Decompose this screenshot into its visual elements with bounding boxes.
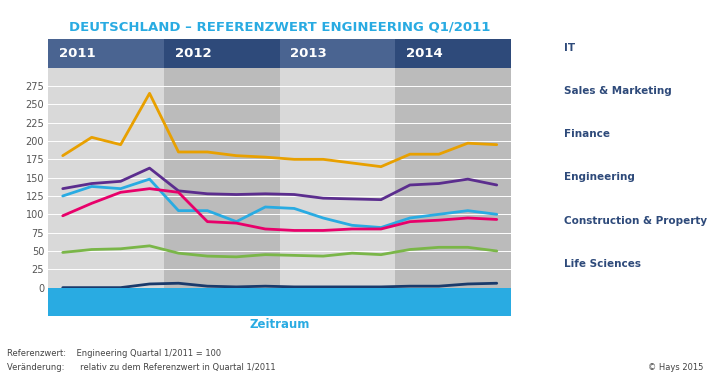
Text: DEUTSCHLAND – REFERENZWERT ENGINEERING Q1/2011: DEUTSCHLAND – REFERENZWERT ENGINEERING Q… — [69, 21, 491, 34]
Bar — [395, 68, 511, 288]
Bar — [395, 39, 511, 68]
Bar — [48, 68, 164, 288]
Bar — [164, 68, 280, 288]
Text: Nachfrage an Fachkräften: Nachfrage an Fachkräften — [19, 87, 29, 240]
Text: Engineering: Engineering — [564, 173, 635, 182]
Bar — [164, 39, 280, 68]
Text: Life Sciences: Life Sciences — [564, 259, 641, 269]
Text: Construction & Property: Construction & Property — [564, 216, 708, 226]
Text: 2011: 2011 — [59, 47, 96, 60]
Text: 2014: 2014 — [406, 47, 443, 60]
Text: Zeitraum: Zeitraum — [249, 318, 310, 331]
Text: © Hays 2015: © Hays 2015 — [648, 363, 703, 372]
Bar — [280, 68, 395, 288]
Text: Finance: Finance — [564, 129, 611, 139]
Bar — [280, 39, 395, 68]
Text: Sales & Marketing: Sales & Marketing — [564, 86, 672, 96]
Text: IT: IT — [564, 43, 576, 53]
Text: Referenzwert:    Engineering Quartal 1/2011 = 100: Referenzwert: Engineering Quartal 1/2011… — [7, 349, 222, 358]
Text: 2012: 2012 — [175, 47, 212, 60]
Bar — [48, 39, 164, 68]
Text: Veränderung:      relativ zu dem Referenzwert in Quartal 1/2011: Veränderung: relativ zu dem Referenzwert… — [7, 363, 275, 372]
Text: 2013: 2013 — [290, 47, 327, 60]
